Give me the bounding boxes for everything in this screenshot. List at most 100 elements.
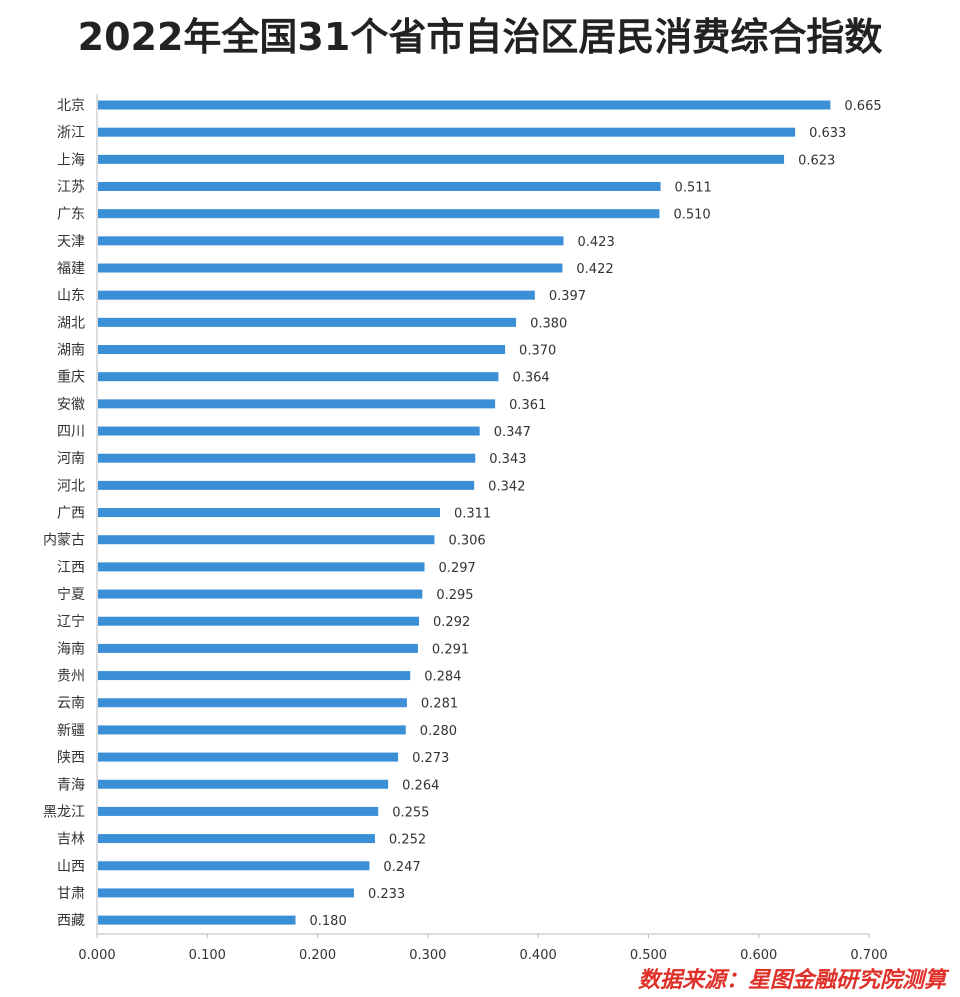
bar (98, 100, 831, 110)
data-label: 0.280 (420, 724, 457, 739)
category-label: 新疆 (57, 723, 85, 739)
category-label: 四川 (57, 424, 85, 440)
bar (98, 725, 406, 735)
x-tick-label: 0.500 (630, 948, 667, 963)
x-tick-label: 0.400 (520, 948, 557, 963)
x-tick-label: 0.600 (740, 948, 777, 963)
category-label: 安徽 (57, 397, 85, 413)
bar (98, 154, 785, 164)
category-label: 江西 (57, 560, 85, 576)
category-label: 陕西 (57, 750, 85, 766)
bar (98, 209, 660, 219)
data-label: 0.511 (675, 181, 712, 196)
data-label: 0.665 (844, 99, 881, 114)
bar (98, 127, 796, 137)
data-label: 0.292 (433, 615, 470, 630)
bar (98, 317, 517, 327)
data-label: 0.510 (673, 208, 710, 223)
category-label: 吉林 (57, 832, 85, 848)
data-label: 0.361 (509, 398, 546, 413)
chart-title: 2022年全国31个省市自治区居民消费综合指数 (77, 15, 883, 59)
bar (98, 372, 499, 382)
category-label: 福建 (57, 261, 85, 277)
x-tick-label: 0.300 (409, 948, 446, 963)
data-label: 0.295 (436, 588, 473, 603)
data-label: 0.291 (432, 642, 469, 657)
data-label: 0.343 (489, 452, 526, 467)
bar (98, 752, 399, 762)
data-label: 0.281 (421, 697, 458, 712)
category-label: 河南 (57, 451, 85, 467)
category-label: 重庆 (57, 370, 85, 386)
data-label: 0.233 (368, 887, 405, 902)
data-label: 0.342 (488, 479, 525, 494)
bar (98, 698, 407, 708)
bar (98, 779, 389, 789)
data-label: 0.273 (412, 751, 449, 766)
bar (98, 182, 661, 192)
category-label: 宁夏 (57, 586, 85, 603)
category-label: 西藏 (57, 913, 85, 929)
category-label: 湖北 (57, 315, 85, 331)
data-label: 0.347 (494, 425, 531, 440)
bar (98, 589, 423, 599)
bar (98, 535, 435, 545)
data-label: 0.247 (383, 860, 420, 875)
bar (98, 671, 411, 681)
bar (98, 806, 379, 816)
bar (98, 236, 564, 246)
x-tick-label: 0.700 (850, 948, 887, 963)
data-label: 0.364 (512, 371, 549, 386)
category-label: 黑龙江 (43, 804, 85, 820)
data-label: 0.633 (809, 126, 846, 141)
category-label: 广东 (57, 207, 85, 223)
category-label: 江苏 (57, 180, 85, 196)
category-label: 湖南 (57, 343, 85, 359)
bar (98, 616, 420, 626)
category-label: 海南 (57, 641, 85, 657)
bar (98, 861, 370, 871)
data-label: 0.623 (798, 153, 835, 168)
bar (98, 508, 440, 518)
data-label: 0.264 (402, 778, 439, 793)
bar (98, 480, 475, 490)
bar (98, 453, 476, 463)
category-label: 山东 (57, 288, 85, 304)
data-label: 0.370 (519, 344, 556, 359)
category-label: 青海 (57, 777, 85, 793)
x-tick-label: 0.000 (78, 948, 115, 963)
data-label: 0.284 (424, 670, 461, 685)
category-label: 北京 (57, 98, 85, 114)
x-tick-label: 0.200 (299, 948, 336, 963)
data-label: 0.306 (448, 534, 485, 549)
bar (98, 263, 563, 273)
data-label: 0.397 (549, 289, 586, 304)
data-label: 0.297 (439, 561, 476, 576)
category-label: 河北 (57, 478, 85, 494)
bar (98, 426, 480, 436)
data-label: 0.255 (392, 805, 429, 820)
data-label: 0.422 (576, 262, 613, 277)
bar (98, 399, 496, 409)
category-label: 贵州 (57, 669, 85, 685)
bar (98, 345, 506, 355)
data-label: 0.252 (389, 833, 426, 848)
category-label: 天津 (57, 234, 85, 250)
bar (98, 643, 418, 653)
category-label: 上海 (57, 152, 85, 168)
category-label: 广西 (57, 506, 85, 522)
category-label: 浙江 (57, 125, 85, 141)
data-label: 0.311 (454, 507, 491, 522)
category-label: 甘肃 (57, 886, 85, 902)
bar (98, 562, 425, 572)
category-label: 内蒙古 (43, 533, 85, 549)
data-label: 0.380 (530, 316, 567, 331)
bar (98, 290, 535, 300)
bar (98, 915, 296, 925)
data-label: 0.180 (310, 914, 347, 929)
bar (98, 888, 354, 898)
category-label: 云南 (57, 696, 85, 712)
category-label: 辽宁 (57, 613, 85, 630)
bar (98, 834, 375, 844)
